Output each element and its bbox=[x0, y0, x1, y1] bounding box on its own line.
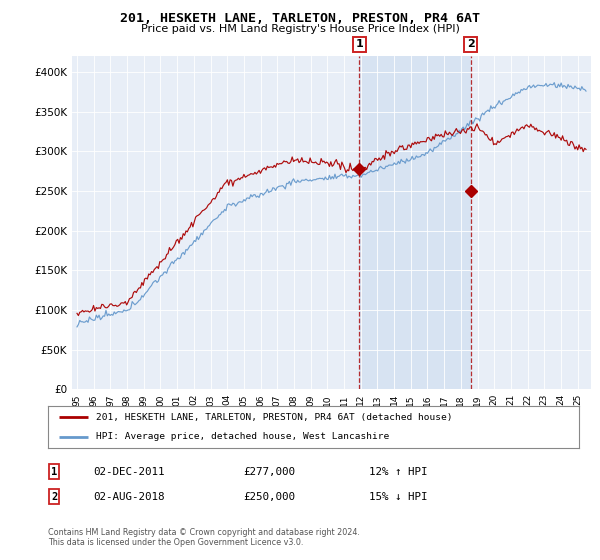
Text: HPI: Average price, detached house, West Lancashire: HPI: Average price, detached house, West… bbox=[96, 432, 389, 441]
Text: 15% ↓ HPI: 15% ↓ HPI bbox=[369, 492, 427, 502]
Text: £250,000: £250,000 bbox=[243, 492, 295, 502]
Text: 2: 2 bbox=[467, 39, 475, 49]
Text: 2: 2 bbox=[51, 492, 57, 502]
Text: 1: 1 bbox=[51, 466, 57, 477]
Text: 02-DEC-2011: 02-DEC-2011 bbox=[93, 466, 164, 477]
Text: 12% ↑ HPI: 12% ↑ HPI bbox=[369, 466, 427, 477]
Bar bbox=[359, 56, 470, 389]
Text: £277,000: £277,000 bbox=[243, 466, 295, 477]
Text: 201, HESKETH LANE, TARLETON, PRESTON, PR4 6AT: 201, HESKETH LANE, TARLETON, PRESTON, PR… bbox=[120, 12, 480, 25]
Text: Price paid vs. HM Land Registry's House Price Index (HPI): Price paid vs. HM Land Registry's House … bbox=[140, 24, 460, 34]
Text: 201, HESKETH LANE, TARLETON, PRESTON, PR4 6AT (detached house): 201, HESKETH LANE, TARLETON, PRESTON, PR… bbox=[96, 413, 452, 422]
Text: 1: 1 bbox=[355, 39, 363, 49]
Text: Contains HM Land Registry data © Crown copyright and database right 2024.
This d: Contains HM Land Registry data © Crown c… bbox=[48, 528, 360, 547]
Text: 02-AUG-2018: 02-AUG-2018 bbox=[93, 492, 164, 502]
